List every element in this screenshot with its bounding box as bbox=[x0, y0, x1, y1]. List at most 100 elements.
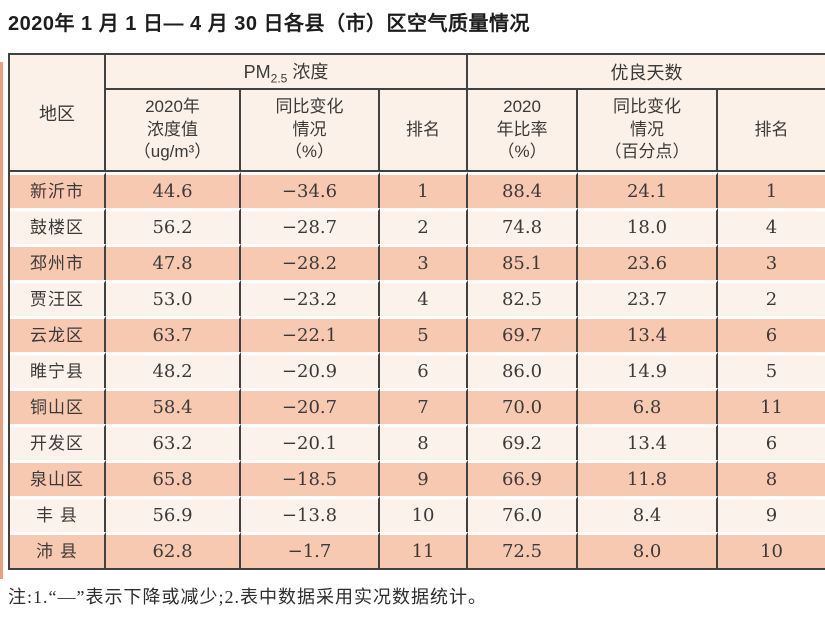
region-cell: 丰 县 bbox=[10, 496, 106, 532]
left-accent-stripe bbox=[0, 62, 3, 579]
region-cell: 睢宁县 bbox=[10, 352, 106, 388]
table-header-pm-rank: 排名 bbox=[380, 90, 469, 172]
good-ratio-cell: 69.7 bbox=[468, 316, 579, 352]
good-change-cell: 23.7 bbox=[578, 280, 719, 316]
good-change-cell: 24.1 bbox=[578, 172, 719, 208]
table-header-pm-change: 同比变化 情况 （%） bbox=[241, 90, 380, 172]
table-row: 丰 县 56.9 −13.8 10 76.0 8.4 9 bbox=[10, 496, 825, 532]
good-change-cell: 8.4 bbox=[578, 496, 719, 532]
pm-rank-cell: 4 bbox=[380, 280, 469, 316]
region-cell: 贾汪区 bbox=[10, 280, 106, 316]
region-cell: 新沂市 bbox=[10, 172, 106, 208]
pm-subscript: 2.5 bbox=[270, 71, 288, 86]
good-change-cell: 13.4 bbox=[578, 424, 719, 460]
good-ratio-cell: 66.9 bbox=[468, 460, 579, 496]
good-rank-cell: 8 bbox=[718, 460, 825, 496]
page-title: 2020年 1 月 1 日— 4 月 30 日各县（市）区空气质量情况 bbox=[8, 13, 531, 35]
table-row: 贾汪区 53.0 −23.2 4 82.5 23.7 2 bbox=[10, 280, 825, 316]
table-row: 鼓楼区 56.2 −28.7 2 74.8 18.0 4 bbox=[10, 208, 825, 244]
region-cell: 沛 县 bbox=[10, 532, 106, 568]
good-change-cell: 6.8 bbox=[578, 388, 719, 424]
good-ratio-cell: 88.4 bbox=[468, 172, 579, 208]
pm-change-cell: −18.5 bbox=[241, 460, 380, 496]
good-change-cell: 14.9 bbox=[578, 352, 719, 388]
table-row: 新沂市 44.6 −34.6 1 88.4 24.1 1 bbox=[10, 172, 825, 208]
table-header-region: 地区 bbox=[10, 55, 106, 172]
good-rank-cell: 6 bbox=[718, 316, 825, 352]
pm-change-cell: −20.7 bbox=[241, 388, 380, 424]
pm-rank-cell: 10 bbox=[380, 496, 469, 532]
table-row: 邳州市 47.8 −28.2 3 85.1 23.6 3 bbox=[10, 244, 825, 280]
good-change-cell: 13.4 bbox=[578, 316, 719, 352]
good-ratio-cell: 82.5 bbox=[468, 280, 579, 316]
table-header-good-rank: 排名 bbox=[718, 90, 825, 172]
table-row: 睢宁县 48.2 −20.9 6 86.0 14.9 5 bbox=[10, 352, 825, 388]
good-ratio-cell: 86.0 bbox=[468, 352, 579, 388]
good-ratio-cell: 85.1 bbox=[468, 244, 579, 280]
pm-value-cell: 56.2 bbox=[106, 208, 241, 244]
good-change-cell: 23.6 bbox=[578, 244, 719, 280]
good-rank-cell: 9 bbox=[718, 496, 825, 532]
table-row: 云龙区 63.7 −22.1 5 69.7 13.4 6 bbox=[10, 316, 825, 352]
good-rank-cell: 2 bbox=[718, 280, 825, 316]
pm-value-cell: 63.7 bbox=[106, 316, 241, 352]
table-header-good-change: 同比变化 情况 （百分点） bbox=[578, 90, 719, 172]
table-row: 泉山区 65.8 −18.5 9 66.9 11.8 8 bbox=[10, 460, 825, 496]
pm-value-cell: 65.8 bbox=[106, 460, 241, 496]
good-ratio-cell: 69.2 bbox=[468, 424, 579, 460]
pm-change-cell: −1.7 bbox=[241, 532, 380, 568]
pm-rank-cell: 8 bbox=[380, 424, 469, 460]
pm-rank-cell: 3 bbox=[380, 244, 469, 280]
pm-value-cell: 44.6 bbox=[106, 172, 241, 208]
pm-value-cell: 58.4 bbox=[106, 388, 241, 424]
pm-rank-cell: 2 bbox=[380, 208, 469, 244]
good-ratio-cell: 76.0 bbox=[468, 496, 579, 532]
good-rank-cell: 10 bbox=[718, 532, 825, 568]
table-sub-header-row: 2020年 浓度值 （ug/m³） 同比变化 情况 （%） 排名 2020 年比… bbox=[10, 90, 825, 172]
pm-change-cell: −20.1 bbox=[241, 424, 380, 460]
pm-value-cell: 56.9 bbox=[106, 496, 241, 532]
pm-rank-cell: 5 bbox=[380, 316, 469, 352]
pm-rank-cell: 11 bbox=[380, 532, 469, 568]
good-rank-cell: 11 bbox=[718, 388, 825, 424]
pm-value-cell: 48.2 bbox=[106, 352, 241, 388]
table-header-pm25-group: PM2.5 浓度 bbox=[106, 55, 469, 90]
good-change-cell: 18.0 bbox=[578, 208, 719, 244]
good-ratio-cell: 74.8 bbox=[468, 208, 579, 244]
pm-value-cell: 53.0 bbox=[106, 280, 241, 316]
table-row: 沛 县 62.8 −1.7 11 72.5 8.0 10 bbox=[10, 532, 825, 568]
pm-rank-cell: 6 bbox=[380, 352, 469, 388]
table-header-pm-value: 2020年 浓度值 （ug/m³） bbox=[106, 90, 241, 172]
pm-rank-cell: 1 bbox=[380, 172, 469, 208]
air-quality-table: 地区 PM2.5 浓度 优良天数 2020年 浓度值 （ug/m³） 同比变化 … bbox=[8, 53, 825, 570]
region-cell: 邳州市 bbox=[10, 244, 106, 280]
region-cell: 铜山区 bbox=[10, 388, 106, 424]
region-cell: 鼓楼区 bbox=[10, 208, 106, 244]
pm-change-cell: −28.7 bbox=[241, 208, 380, 244]
table-header-good-ratio: 2020 年比率 （%） bbox=[468, 90, 579, 172]
pm-change-cell: −22.1 bbox=[241, 316, 380, 352]
pm-value-cell: 63.2 bbox=[106, 424, 241, 460]
pm-value-cell: 47.8 bbox=[106, 244, 241, 280]
pm-value-cell: 62.8 bbox=[106, 532, 241, 568]
pm-change-cell: −28.2 bbox=[241, 244, 380, 280]
table-header-good-days-group: 优良天数 bbox=[468, 55, 825, 90]
region-cell: 开发区 bbox=[10, 424, 106, 460]
region-cell: 泉山区 bbox=[10, 460, 106, 496]
pm-change-cell: −34.6 bbox=[241, 172, 380, 208]
good-rank-cell: 3 bbox=[718, 244, 825, 280]
pm-label: PM bbox=[243, 61, 271, 82]
good-rank-cell: 6 bbox=[718, 424, 825, 460]
pm-rank-cell: 7 bbox=[380, 388, 469, 424]
region-cell: 云龙区 bbox=[10, 316, 106, 352]
pm-change-cell: −20.9 bbox=[241, 352, 380, 388]
good-rank-cell: 1 bbox=[718, 172, 825, 208]
table-group-header-row: 地区 PM2.5 浓度 优良天数 bbox=[10, 55, 825, 172]
footnote: 注:1.“—”表示下降或减少;2.表中数据采用实况数据统计。 bbox=[8, 587, 487, 607]
good-ratio-cell: 72.5 bbox=[468, 532, 579, 568]
good-ratio-cell: 70.0 bbox=[468, 388, 579, 424]
good-change-cell: 8.0 bbox=[578, 532, 719, 568]
table-row: 铜山区 58.4 −20.7 7 70.0 6.8 11 bbox=[10, 388, 825, 424]
pm-suffix-label: 浓度 bbox=[287, 61, 329, 82]
